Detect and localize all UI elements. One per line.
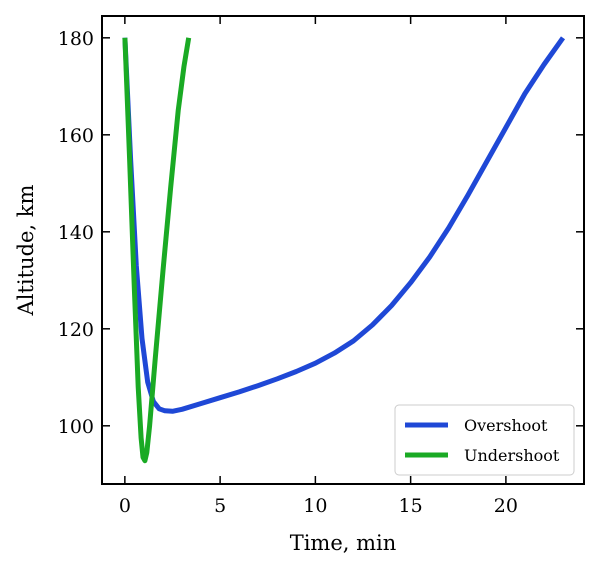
x-tick-label: 10 [303, 495, 327, 517]
series-line-undershoot [122, 37, 192, 464]
y-tick-label: 160 [58, 125, 94, 147]
series-layer [122, 36, 566, 464]
plot-frame [101, 15, 585, 485]
x-tick-label: 20 [494, 495, 518, 517]
y-axis-label: Altitude, km [14, 184, 38, 316]
x-axis-label: Time, min [290, 531, 397, 555]
y-tick-label: 100 [58, 416, 94, 438]
series-line-overshoot [122, 36, 566, 414]
x-tick-label: 15 [399, 495, 423, 517]
y-tick-label: 140 [58, 222, 94, 244]
y-tick-label: 120 [58, 319, 94, 341]
legend-label-overshoot: Overshoot [464, 416, 548, 435]
legend: Overshoot Undershoot [394, 404, 575, 476]
x-tick-label: 0 [119, 495, 131, 517]
x-tick-label: 5 [214, 495, 226, 517]
ticks-layer: 0 5 10 15 20 100 120 140 160 180 [58, 16, 584, 517]
y-tick-label: 180 [58, 28, 94, 50]
legend-label-undershoot: Undershoot [464, 446, 560, 465]
